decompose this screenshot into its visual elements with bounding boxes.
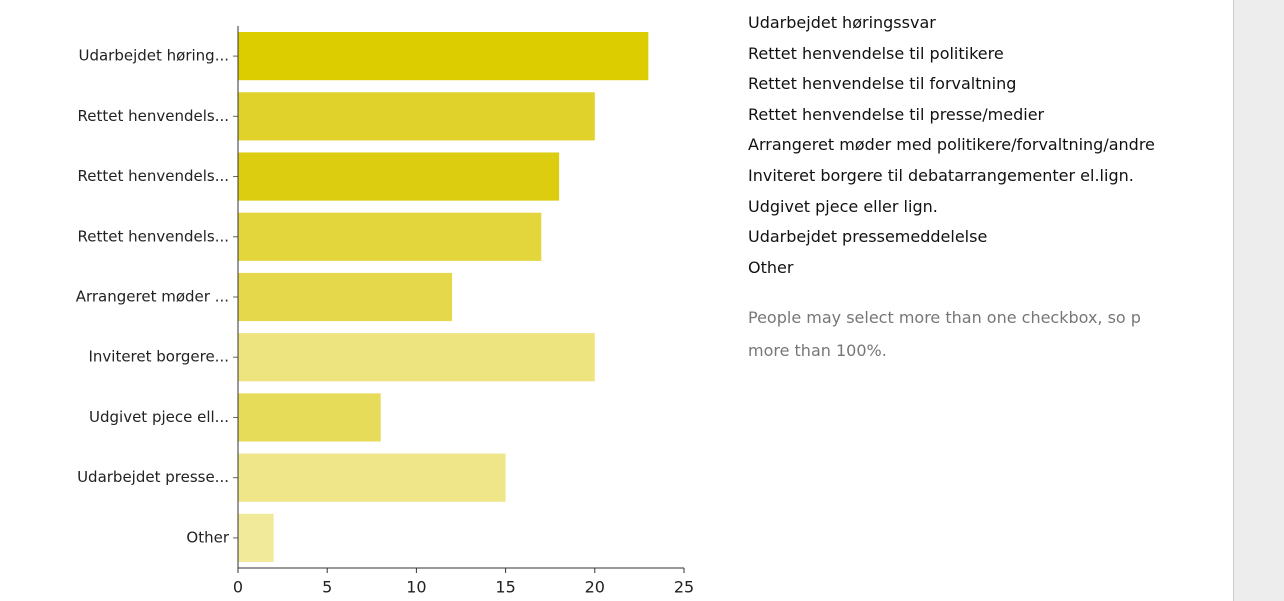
y-tick-label: Udarbejdet høring... xyxy=(78,47,229,65)
bar xyxy=(238,393,381,442)
legend-item: Udarbejdet høringssvar xyxy=(748,13,936,32)
legend-item: Inviteret borgere til debatarrangementer… xyxy=(748,165,1134,185)
legend-item: Other xyxy=(748,257,794,277)
x-tick-label: 25 xyxy=(674,578,694,597)
bar xyxy=(238,272,453,322)
bar xyxy=(238,453,506,502)
legend-list: Udarbejdet høringssvar Rettet henvendelse… xyxy=(748,8,1248,367)
y-tick-label: Rettet henvendels... xyxy=(77,227,229,245)
legend-item: Udarbejdet pressemeddelelse xyxy=(748,227,988,247)
bar xyxy=(238,92,595,141)
x-tick-label: 20 xyxy=(585,578,605,597)
y-tick-label: Inviteret borgere... xyxy=(88,348,229,366)
legend-item: Arrangeret møder med politikere/forvaltn… xyxy=(748,135,1155,155)
y-tick-label: Udgivet pjece ell... xyxy=(89,408,229,426)
bar xyxy=(238,513,274,562)
bar xyxy=(238,32,649,81)
legend-item: Rettet henvendelse til presse/medier xyxy=(748,104,1045,124)
bar xyxy=(238,212,542,261)
legend-item: Udgivet pjece eller lign. xyxy=(748,196,938,216)
side-panel xyxy=(1233,0,1284,601)
x-tick-label: 5 xyxy=(322,578,332,597)
x-tick-label: 0 xyxy=(233,578,243,597)
note: People may select more than one checkbox… xyxy=(748,308,1141,361)
y-tick-label: Other xyxy=(186,528,229,546)
y-tick-label: Udarbejdet presse... xyxy=(77,468,229,486)
bar xyxy=(238,152,560,201)
legend-item: Rettet henvendelse til politikere xyxy=(748,43,1004,63)
y-tick-label: Rettet henvendels... xyxy=(77,167,229,185)
x-tick-label: 15 xyxy=(495,578,515,597)
chart: Udarbejdet høring... Rettet henvendels...… xyxy=(76,26,694,597)
y-tick-label: Arrangeret møder ... xyxy=(76,288,229,306)
x-tick-label: 10 xyxy=(406,578,426,597)
y-tick-label: Rettet henvendels... xyxy=(77,107,229,125)
bar xyxy=(238,333,595,382)
legend-item: Rettet henvendelse til forvaltning xyxy=(748,74,1017,94)
